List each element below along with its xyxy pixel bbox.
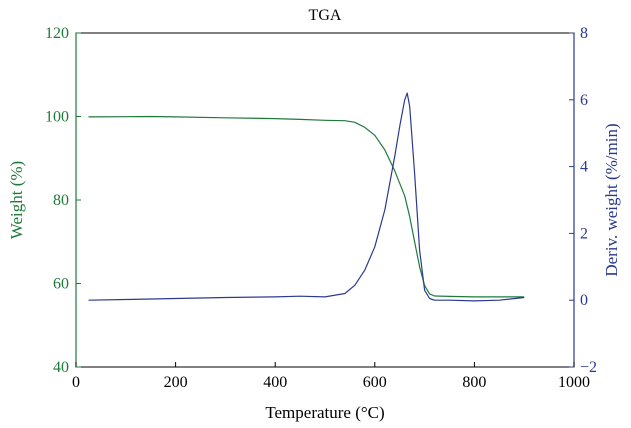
left-tick-label: 120	[45, 25, 69, 42]
right-tick-label: 4	[580, 159, 588, 176]
x-tick-label: 1000	[558, 374, 590, 391]
plot-frame	[75, 32, 575, 368]
right-axis-title: Deriv. weight (%/min)	[602, 123, 621, 276]
deriv-weight-series-line	[88, 92, 525, 302]
x-tick-label: 200	[164, 374, 188, 391]
x-tick-label: 600	[363, 374, 387, 391]
left-tick-label: 60	[53, 276, 69, 293]
right-tick-label: 0	[580, 292, 588, 309]
x-tick-label: 0	[72, 374, 80, 391]
x-tick-label: 800	[462, 374, 486, 391]
right-tick-label: 6	[580, 92, 588, 109]
right-tick-label: 2	[580, 225, 588, 242]
left-axis-title: Weight (%)	[7, 161, 26, 239]
right-tick-label: −2	[580, 359, 597, 376]
x-axis-title: Temperature (°C)	[265, 403, 384, 422]
x-tick-label: 400	[263, 374, 287, 391]
left-tick-label: 40	[53, 359, 69, 376]
left-tick-label: 80	[53, 192, 69, 209]
chart-title: TGA	[309, 7, 342, 24]
series-layer	[88, 92, 525, 302]
left-tick-label: 100	[45, 109, 69, 126]
right-tick-label: 8	[580, 25, 588, 42]
weight-series-line	[88, 115, 525, 298]
ticks-layer: 0 200 400 600 800 1000 40 60 80 100 120 −2 0 2 4 6 8	[45, 25, 597, 391]
